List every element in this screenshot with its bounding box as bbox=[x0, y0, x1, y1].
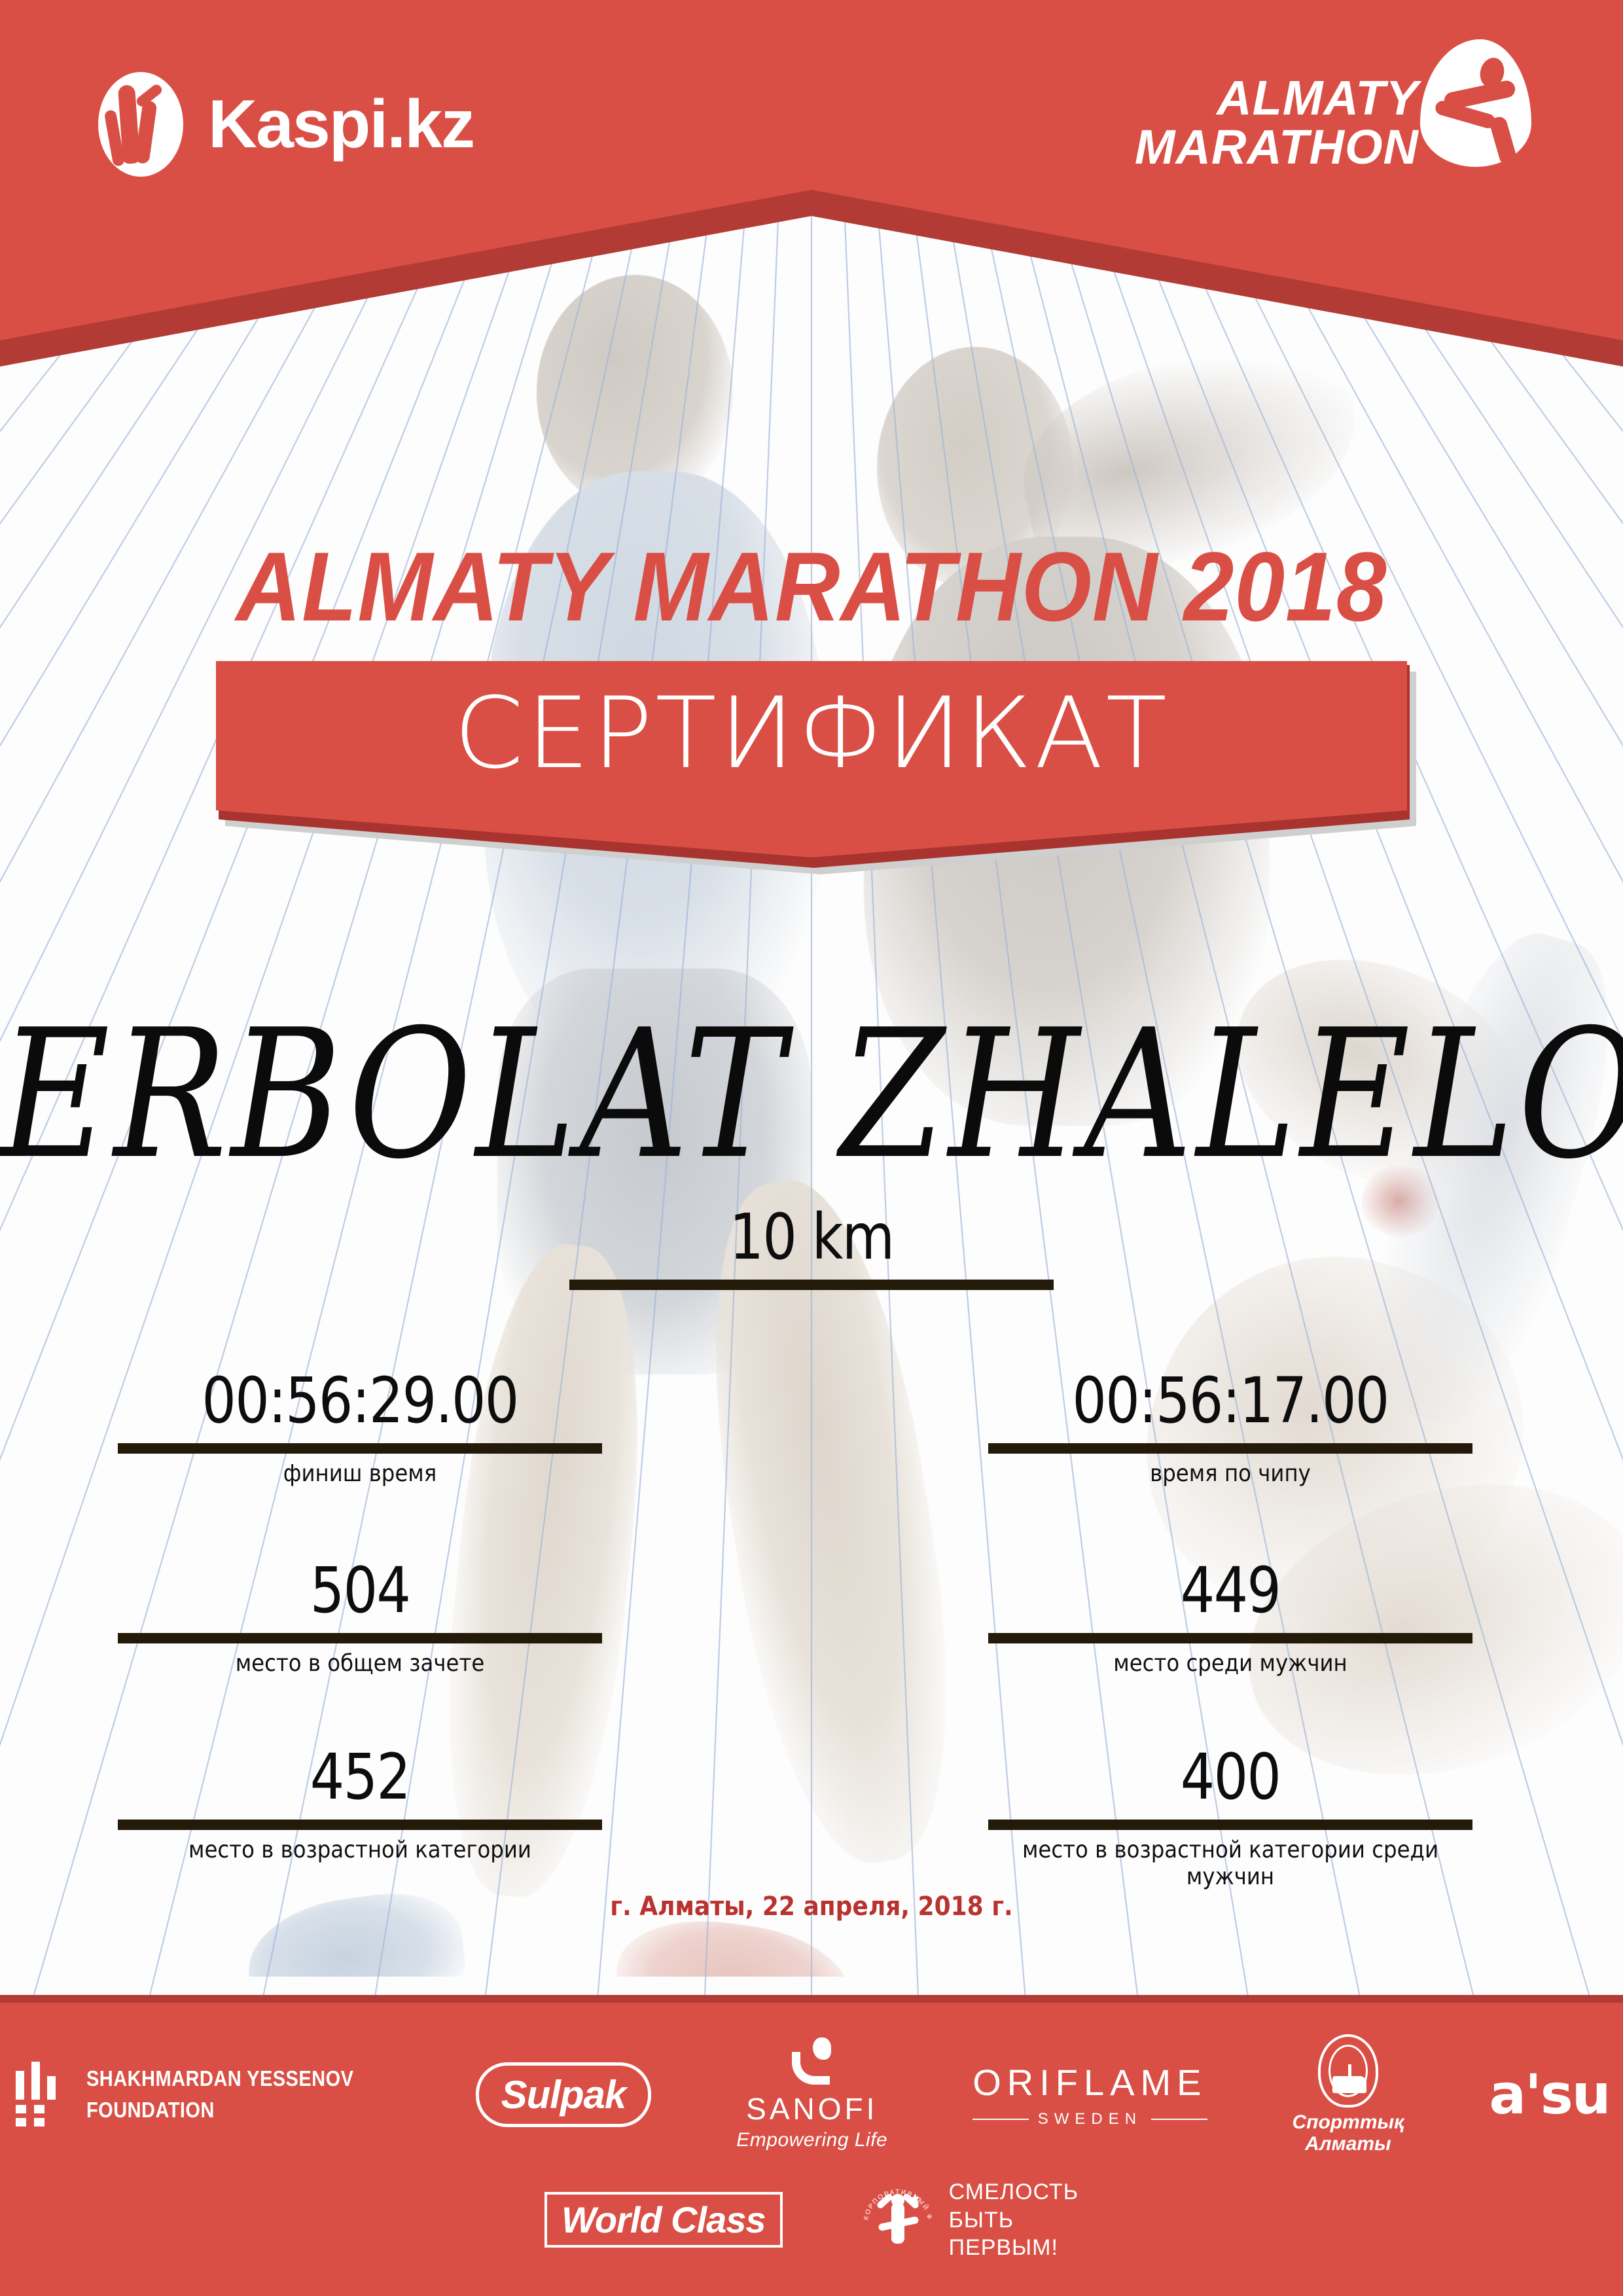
banner-main-layer: СЕРТИФИКАТ bbox=[216, 661, 1407, 857]
sponsor-row-primary: SHAKHMARDAN YESSENOV FOUNDATION Sulpak S… bbox=[0, 2034, 1623, 2155]
smelost-wordmark: СМЕЛОСТЬ БЫТЬ ПЕРВЫМ! bbox=[949, 2178, 1079, 2262]
stat-finish-time-value: 00:56:29.00 bbox=[202, 1364, 519, 1437]
stat-distance-rule bbox=[569, 1279, 1054, 1290]
yessenov-wordmark: SHAKHMARDAN YESSENOV FOUNDATION bbox=[86, 2063, 353, 2126]
stat-age-group-men-place-rule bbox=[988, 1819, 1472, 1830]
stat-age-group-place-label: место в возрастной категории bbox=[188, 1836, 531, 1863]
sulpak-wordmark: Sulpak bbox=[475, 2062, 652, 2127]
oriflame-subline: SWEDEN bbox=[972, 2110, 1207, 2128]
sport-almaty-emblem-icon bbox=[1317, 2034, 1378, 2108]
sponsor-row-secondary: World Class КОРПОРАТИВНЫЙ ФОНД ★ СМЕЛОСТ… bbox=[0, 2178, 1623, 2262]
place-and-date: г. Алматы, 22 апреля, 2018 г. bbox=[610, 1892, 1013, 1922]
stat-chip-time-rule bbox=[988, 1443, 1472, 1454]
athlete-name: ERBOLAT ZHALELOV bbox=[0, 992, 1623, 1199]
kaspi-wordmark: Kaspi.kz bbox=[208, 86, 475, 162]
stat-age-group-place-rule bbox=[118, 1819, 602, 1830]
sponsor-yessenov-foundation: SHAKHMARDAN YESSENOV FOUNDATION bbox=[13, 2059, 390, 2130]
almaty-marathon-line1: ALMATY bbox=[1217, 71, 1419, 125]
kaspi-logo: Kaspi.kz bbox=[98, 72, 475, 177]
stat-overall-place-value: 504 bbox=[310, 1554, 411, 1627]
stat-distance-value: 10 km bbox=[729, 1200, 895, 1274]
stat-men-place-label: место среди мужчин bbox=[1113, 1649, 1347, 1677]
stat-age-group-men-place-label: место в возрастной категории среди мужчи… bbox=[1022, 1836, 1439, 1890]
sponsor-asu: a'su bbox=[1489, 2062, 1611, 2126]
smelost-line2: БЫТЬ bbox=[948, 2207, 1014, 2233]
stat-overall-place: 504 место в общем зачете bbox=[118, 1558, 602, 1677]
sport-almaty-line1: Спорттық bbox=[1292, 2111, 1404, 2133]
oriflame-rule-right bbox=[1151, 2118, 1207, 2120]
stat-finish-time-rule bbox=[118, 1443, 602, 1454]
stat-age-group-men-place-value: 400 bbox=[1180, 1740, 1281, 1814]
smelost-line3: ПЕРВЫМ! bbox=[948, 2235, 1058, 2260]
world-class-wordmark: World Class bbox=[544, 2192, 783, 2248]
sport-almaty-line2: Алматы bbox=[1305, 2133, 1391, 2155]
sponsor-oriflame: ORIFLAME SWEDEN bbox=[972, 2061, 1207, 2128]
certificate-banner: СЕРТИФИКАТ bbox=[216, 661, 1416, 874]
stat-men-place: 449 место среди мужчин bbox=[988, 1558, 1472, 1677]
stat-overall-place-rule bbox=[118, 1632, 602, 1643]
footer-top-rule bbox=[0, 1995, 1623, 2003]
yessenov-line1: SHAKHMARDAN YESSENOV bbox=[86, 2066, 354, 2091]
stat-distance: 10 km bbox=[550, 1204, 1073, 1297]
almaty-marathon-wordmark: ALMATY MARATHON bbox=[1135, 39, 1419, 172]
smelost-line1: СМЕЛОСТЬ bbox=[948, 2179, 1079, 2204]
smelost-figure-icon: КОРПОРАТИВНЫЙ ФОНД ★ bbox=[861, 2183, 935, 2257]
sport-almaty-wordmark: Спорттық Алматы bbox=[1293, 2111, 1404, 2155]
yessenov-bars-icon bbox=[13, 2059, 69, 2130]
sanofi-hook-icon bbox=[791, 2037, 832, 2086]
sponsor-smelost-byt-pervym: КОРПОРАТИВНЫЙ ФОНД ★ СМЕЛОСТЬ БЫТЬ ПЕРВЫ… bbox=[861, 2178, 1079, 2262]
stat-overall-place-label: место в общем зачете bbox=[235, 1649, 485, 1677]
stat-chip-time-value: 00:56:17.00 bbox=[1072, 1364, 1389, 1437]
stat-men-place-rule bbox=[988, 1632, 1472, 1643]
stat-men-place-value: 449 bbox=[1180, 1554, 1281, 1627]
stat-age-group-men-place: 400 место в возрастной категории среди м… bbox=[988, 1744, 1472, 1890]
almaty-marathon-logo: ALMATY MARATHON bbox=[1135, 39, 1531, 172]
sponsor-world-class: World Class bbox=[544, 2192, 783, 2248]
kaspi-people-icon bbox=[98, 72, 183, 177]
stat-age-group-place-value: 452 bbox=[310, 1740, 411, 1814]
almaty-marathon-line2: MARATHON bbox=[1134, 120, 1419, 175]
sponsor-sulpak: Sulpak bbox=[475, 2062, 652, 2127]
sanofi-wordmark: SANOFI bbox=[746, 2092, 878, 2126]
sponsor-sanofi: SANOFI Empowering Life bbox=[736, 2037, 887, 2151]
banner-label: СЕРТИФИКАТ bbox=[454, 677, 1169, 791]
stat-chip-time: 00:56:17.00 время по чипу bbox=[988, 1368, 1472, 1487]
yessenov-line2: FOUNDATION bbox=[86, 2098, 215, 2122]
sponsor-sport-almaty: Спорттық Алматы bbox=[1293, 2034, 1404, 2155]
stat-finish-time-label: финиш время bbox=[283, 1460, 437, 1487]
sanofi-tagline: Empowering Life bbox=[736, 2129, 888, 2151]
asu-wordmark: a'su bbox=[1489, 2062, 1611, 2126]
oriflame-wordmark: ORIFLAME bbox=[972, 2061, 1207, 2103]
stat-chip-time-label: время по чипу bbox=[1150, 1460, 1311, 1487]
oriflame-sweden-label: SWEDEN bbox=[1037, 2109, 1143, 2128]
oriflame-rule-left bbox=[972, 2118, 1029, 2120]
stat-age-group-place: 452 место в возрастной категории bbox=[118, 1744, 602, 1863]
event-title: ALMATY MARATHON 2018 bbox=[236, 531, 1387, 641]
header-band: Kaspi.kz ALMATY MARATHON bbox=[0, 0, 1623, 367]
stat-finish-time: 00:56:29.00 финиш время bbox=[118, 1368, 602, 1487]
sponsor-footer: SHAKHMARDAN YESSENOV FOUNDATION Sulpak S… bbox=[0, 1995, 1623, 2296]
